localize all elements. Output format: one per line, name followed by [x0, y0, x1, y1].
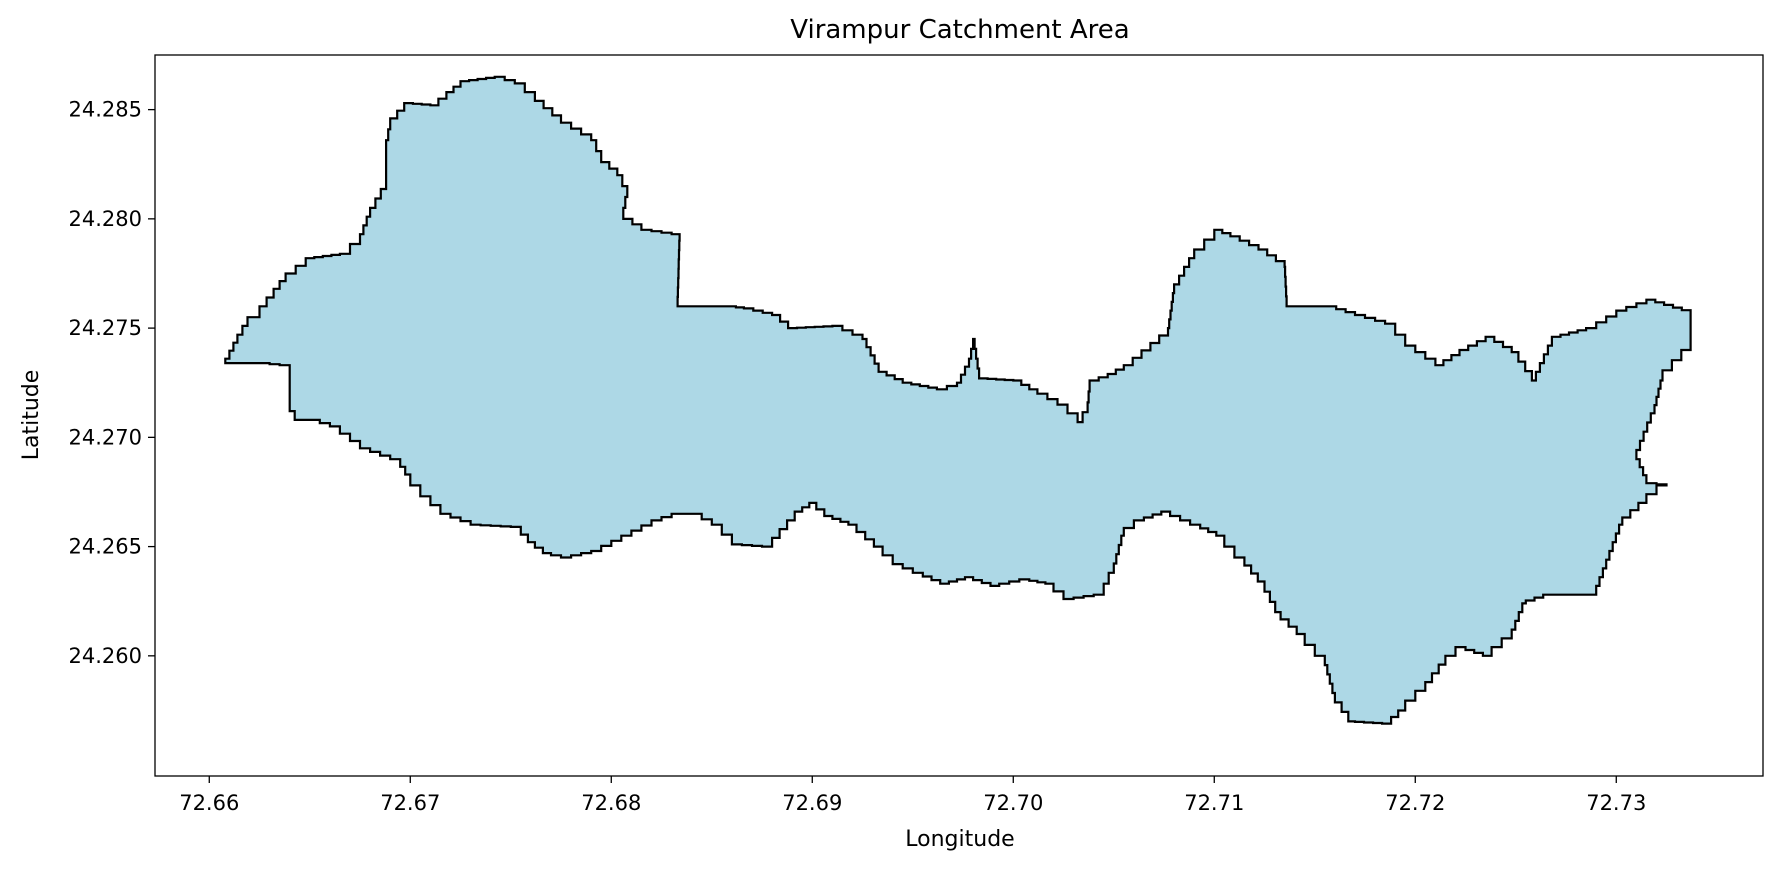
y-tick-label: 24.275 — [69, 316, 142, 340]
x-tick-label: 72.67 — [380, 791, 440, 815]
x-tick-label: 72.72 — [1385, 791, 1445, 815]
y-tick-label: 24.265 — [69, 535, 142, 559]
chart-title: Virampur Catchment Area — [790, 15, 1129, 45]
x-tick-label: 72.70 — [983, 791, 1043, 815]
x-tick-label: 72.69 — [782, 791, 842, 815]
catchment-polygon — [224, 75, 1692, 725]
y-tick-label: 24.270 — [69, 425, 142, 449]
x-axis-ticks: 72.66 72.67 72.68 72.69 72.70 72.71 72.72 72.73 — [179, 776, 1646, 815]
y-tick-label: 24.285 — [69, 98, 142, 122]
y-tick-label: 24.260 — [69, 644, 142, 668]
x-tick-label: 72.73 — [1586, 791, 1646, 815]
x-tick-label: 72.71 — [1184, 791, 1244, 815]
x-axis-label: Longitude — [905, 827, 1014, 852]
x-tick-label: 72.68 — [581, 791, 641, 815]
x-tick-label: 72.66 — [179, 791, 239, 815]
y-axis-label: Latitude — [19, 370, 44, 461]
y-axis-ticks: 24.260 24.265 24.270 24.275 24.280 24.285 — [69, 98, 155, 668]
y-tick-label: 24.280 — [69, 207, 142, 231]
